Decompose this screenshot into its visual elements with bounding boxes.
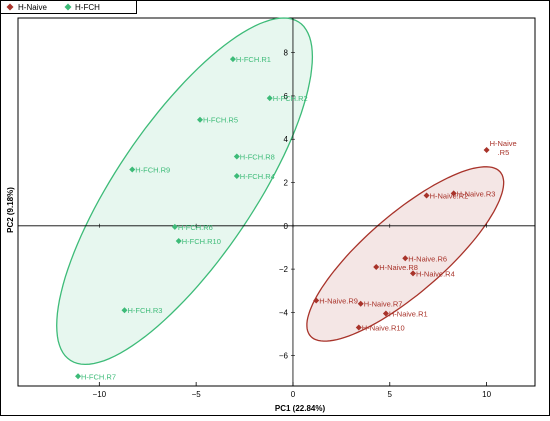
point-h-fch-r4 xyxy=(233,173,240,180)
point-h-naive-r8 xyxy=(373,263,380,270)
legend: H-Naive H-FCH xyxy=(0,0,137,14)
point-label-h-naive-r2: H-Naive.R2 xyxy=(430,192,469,201)
tick-marks: −10 −5 0 5 10 −6 −4 −2 0 2 4 6 8 xyxy=(93,49,492,399)
point-label-line: H-Naive xyxy=(490,139,517,148)
ellipse-h-naive xyxy=(306,166,505,342)
point-labels: H-Naive.R1 H-Naive.R2H-Naive.R3 H-Naive.R4… xyxy=(81,55,517,381)
point-h-fch-r1 xyxy=(229,56,236,63)
point-label-h-fch-r8: H-FCH.R8 xyxy=(240,153,275,162)
point-label-h-fch-r9: H-FCH.R9 xyxy=(135,166,170,175)
point-label-h-naive-r1: H-Naive.R1 xyxy=(389,309,428,318)
point-h-fch-r9 xyxy=(129,166,136,173)
legend-label-h-fch: H-FCH xyxy=(75,3,100,12)
legend-item-h-fch: H-FCH xyxy=(64,3,100,12)
point-h-naive-r3 xyxy=(450,190,457,197)
point-label-h-fch-r7: H-FCH.R7 xyxy=(81,372,116,381)
point-h-naive-r1 xyxy=(382,310,389,317)
zero-axes xyxy=(18,18,535,386)
point-h-fch-r5 xyxy=(197,116,204,123)
point-h-fch-r7 xyxy=(75,373,82,380)
point-h-fch-r6 xyxy=(171,223,178,230)
point-h-naive-r9 xyxy=(313,297,320,304)
y-tick-label: −6 xyxy=(279,352,289,361)
plot-frame xyxy=(17,17,536,387)
point-label-h-naive-r6: H-Naive.R6 xyxy=(408,254,447,263)
x-tick-label: 10 xyxy=(482,390,491,399)
legend-item-h-naive: H-Naive xyxy=(6,3,47,12)
point-h-fch-r3 xyxy=(121,307,128,314)
point-label-h-fch-r10: H-FCH.R10 xyxy=(182,237,221,246)
point-label-h-fch-r3: H-FCH.R3 xyxy=(127,306,162,315)
point-label-h-fch-r5: H-FCH.R5 xyxy=(203,116,238,125)
y-tick-label: 8 xyxy=(284,49,289,58)
x-axis-label: PC1 (22.84%) xyxy=(275,404,326,413)
point-label-h-naive-r3: H-Naive.R3 xyxy=(457,189,496,198)
point-h-naive-r2 xyxy=(423,192,430,199)
data-points xyxy=(75,56,490,380)
y-tick-label: −4 xyxy=(279,308,289,317)
point-label-h-naive-r4: H-Naive.R4 xyxy=(416,269,455,278)
point-label-h-naive-r7: H-Naive.R7 xyxy=(364,300,403,309)
point-label-h-naive-r10: H-Naive.R10 xyxy=(362,324,405,333)
point-h-naive-r6 xyxy=(402,255,409,262)
x-tick-label: 0 xyxy=(291,390,296,399)
point-h-naive-r7 xyxy=(357,300,364,307)
x-tick-label: −5 xyxy=(192,390,202,399)
legend-marker-h-naive xyxy=(6,3,14,11)
y-tick-label: 0 xyxy=(284,222,289,231)
point-label-h-fch-r4: H-FCH.R4 xyxy=(240,172,275,181)
point-label-h-naive-r5: H-Naive .R5 xyxy=(490,139,517,157)
point-h-naive-r10 xyxy=(355,324,362,331)
point-h-fch-r2 xyxy=(266,95,273,102)
point-label-h-fch-r2: H-FCH.R2 xyxy=(273,94,308,103)
point-h-naive-r4 xyxy=(410,270,417,277)
y-axis-label: PC2 (9.18%) xyxy=(6,187,15,233)
x-tick-label: 5 xyxy=(388,390,393,399)
legend-marker-h-fch xyxy=(64,3,72,11)
point-h-fch-r10 xyxy=(175,237,182,244)
point-label-h-fch-r1: H-FCH.R1 xyxy=(236,55,271,64)
y-tick-label: −2 xyxy=(279,265,289,274)
legend-label-h-naive: H-Naive xyxy=(18,3,47,12)
y-tick-label: 2 xyxy=(284,179,289,188)
point-h-fch-r8 xyxy=(233,153,240,160)
x-tick-label: −10 xyxy=(93,390,107,399)
point-label-h-naive-r9: H-Naive.R9 xyxy=(319,296,358,305)
confidence-ellipses xyxy=(56,17,505,366)
point-h-naive-r5 xyxy=(483,147,490,154)
y-tick-label: 6 xyxy=(284,92,289,101)
point-label-h-naive-r8: H-Naive.R8 xyxy=(379,263,418,272)
ellipse-h-fch xyxy=(56,17,314,366)
point-label-h-fch-r6: H-FCH.R6 xyxy=(178,223,213,232)
point-label-line: .R5 xyxy=(498,148,510,157)
y-tick-label: 4 xyxy=(284,135,289,144)
